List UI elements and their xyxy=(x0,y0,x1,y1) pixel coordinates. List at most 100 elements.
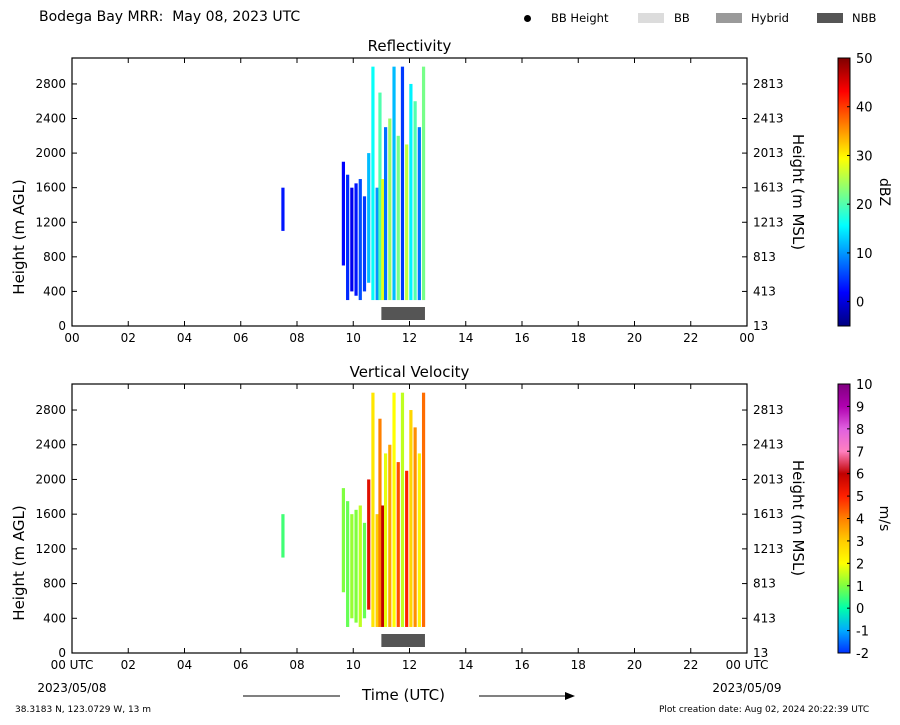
echo-column-0-10 xyxy=(378,92,382,301)
figure-title: Bodega Bay MRR: May 08, 2023 UTC xyxy=(39,9,301,25)
bb-height-marker-icon xyxy=(524,15,531,22)
echo-column-0-0 xyxy=(281,187,285,231)
x-tick-label-0-1: 02 xyxy=(121,331,136,345)
colorbar-tick-label-0-1: 10 xyxy=(856,247,873,262)
y-tick-label-right-1-0: 13 xyxy=(753,646,768,660)
x-tick-label-1-5: 10 xyxy=(346,658,361,672)
echo-column-0-17 xyxy=(405,144,409,301)
y-tick-label-right-1-7: 2813 xyxy=(753,403,784,417)
echo-column-0-19 xyxy=(413,101,417,301)
legend-hybrid-swatch xyxy=(716,13,742,23)
x-tick-label-0-7: 14 xyxy=(458,331,473,345)
y-tick-label-1-0: 0 xyxy=(58,646,66,660)
echo-column-0-8 xyxy=(371,66,375,301)
colorbar-tick-label-1-10: 8 xyxy=(856,423,864,438)
colorbar-tick-label-0-3: 30 xyxy=(856,149,873,164)
colorbar-tick-label-1-5: 3 xyxy=(856,535,864,550)
y-axis-title-1: Height (m AGL) xyxy=(10,505,28,620)
x-tick-label-1-9: 18 xyxy=(571,658,586,672)
y-tick-label-right-1-4: 1613 xyxy=(753,507,784,521)
echo-column-1-1 xyxy=(341,488,346,593)
y-tick-label-1-7: 2800 xyxy=(35,403,66,417)
colorbar-tick-label-1-1: -1 xyxy=(856,625,869,640)
echo-column-1-21 xyxy=(421,392,426,627)
y-tick-label-0-3: 1200 xyxy=(35,215,66,229)
echo-column-0-11 xyxy=(381,179,385,301)
end-date-label: 2023/05/09 xyxy=(712,681,781,695)
colorbar-label-0: dBZ xyxy=(876,178,892,206)
y-axis-title-right-1: Height (m MSL) xyxy=(789,460,807,576)
y-tick-label-right-1-2: 813 xyxy=(753,577,776,591)
legend-nbb-swatch xyxy=(817,13,843,23)
echo-column-1-3 xyxy=(350,514,354,619)
x-tick-label-0-6: 12 xyxy=(402,331,417,345)
echo-column-0-6 xyxy=(362,196,367,292)
x-tick-label-0-11: 22 xyxy=(683,331,698,345)
y-tick-label-1-2: 800 xyxy=(43,577,66,591)
echo-column-0-16 xyxy=(400,66,405,301)
echo-column-0-3 xyxy=(350,187,354,292)
x-tick-label-1-6: 12 xyxy=(402,658,417,672)
x-tick-label-0-2: 04 xyxy=(177,331,192,345)
echo-column-1-17 xyxy=(405,470,409,627)
echo-column-0-14 xyxy=(392,66,396,301)
y-tick-label-right-1-5: 2013 xyxy=(753,472,784,486)
colorbar-tick-label-1-0: -2 xyxy=(856,647,869,662)
panel-title-0: Reflectivity xyxy=(368,37,452,55)
y-tick-label-right-0-0: 13 xyxy=(753,319,768,333)
panel-title-1: Vertical Velocity xyxy=(350,363,470,381)
colorbar-tick-label-0-4: 40 xyxy=(856,101,873,116)
creation-date-text: Plot creation date: Aug 02, 2024 20:22:3… xyxy=(659,705,870,715)
y-axis-title-right-0: Height (m MSL) xyxy=(789,134,807,250)
x-tick-label-1-10: 20 xyxy=(627,658,642,672)
echo-column-0-4 xyxy=(354,183,358,296)
echo-column-0-5 xyxy=(358,179,362,301)
echo-column-1-12 xyxy=(383,453,388,627)
nbb-bar-1 xyxy=(381,634,425,647)
colorbar-tick-label-1-8: 6 xyxy=(856,468,864,483)
x-tick-label-1-4: 08 xyxy=(289,658,304,672)
x-tick-label-1-7: 14 xyxy=(458,658,473,672)
y-tick-label-0-5: 2000 xyxy=(35,146,66,160)
colorbar-0 xyxy=(837,57,851,327)
legend-bb-swatch xyxy=(638,13,664,23)
colorbar-label-1: m/s xyxy=(876,506,892,532)
legend-nbb-label: NBB xyxy=(852,11,877,25)
y-tick-label-right-0-4: 1613 xyxy=(753,181,784,195)
colorbar-tick-label-1-11: 9 xyxy=(856,400,864,415)
y-tick-label-0-6: 2400 xyxy=(35,112,66,126)
y-tick-label-right-1-6: 2413 xyxy=(753,438,784,452)
echo-column-1-9 xyxy=(375,514,379,627)
y-tick-label-0-4: 1600 xyxy=(35,181,66,195)
y-axis-title-0: Height (m AGL) xyxy=(10,179,28,294)
echo-column-1-18 xyxy=(409,410,413,627)
echo-column-0-20 xyxy=(417,127,421,301)
echo-column-1-20 xyxy=(417,453,421,627)
colorbar-tick-label-1-12: 10 xyxy=(856,378,873,393)
colorbar-tick-label-1-6: 4 xyxy=(856,513,864,528)
legend-hybrid-label: Hybrid xyxy=(751,11,789,25)
legend-bb-label: BB xyxy=(674,11,690,25)
echo-column-1-11 xyxy=(381,505,385,627)
y-tick-label-right-0-5: 2013 xyxy=(753,146,784,160)
colorbar-tick-label-1-4: 2 xyxy=(856,557,864,572)
echo-column-1-13 xyxy=(388,444,392,627)
colorbar-tick-label-0-2: 20 xyxy=(856,198,873,213)
x-tick-label-0-8: 16 xyxy=(514,331,529,345)
y-tick-label-1-4: 1600 xyxy=(35,507,66,521)
echo-column-1-5 xyxy=(358,505,362,627)
echo-column-1-6 xyxy=(362,522,367,619)
colorbar-tick-label-1-3: 1 xyxy=(856,580,864,595)
time-arrow-head-icon xyxy=(565,692,575,700)
y-tick-label-right-0-7: 2813 xyxy=(753,77,784,91)
y-tick-label-1-5: 2000 xyxy=(35,472,66,486)
y-tick-label-0-2: 800 xyxy=(43,250,66,264)
x-tick-label-0-5: 10 xyxy=(346,331,361,345)
colorbar-tick-label-1-7: 5 xyxy=(856,490,864,505)
colorbar-tick-label-1-9: 7 xyxy=(856,445,864,460)
echo-column-1-4 xyxy=(354,509,358,623)
start-date-label: 2023/05/08 xyxy=(37,681,106,695)
x-tick-label-0-12: 00 xyxy=(739,331,754,345)
echo-column-1-14 xyxy=(392,392,396,627)
